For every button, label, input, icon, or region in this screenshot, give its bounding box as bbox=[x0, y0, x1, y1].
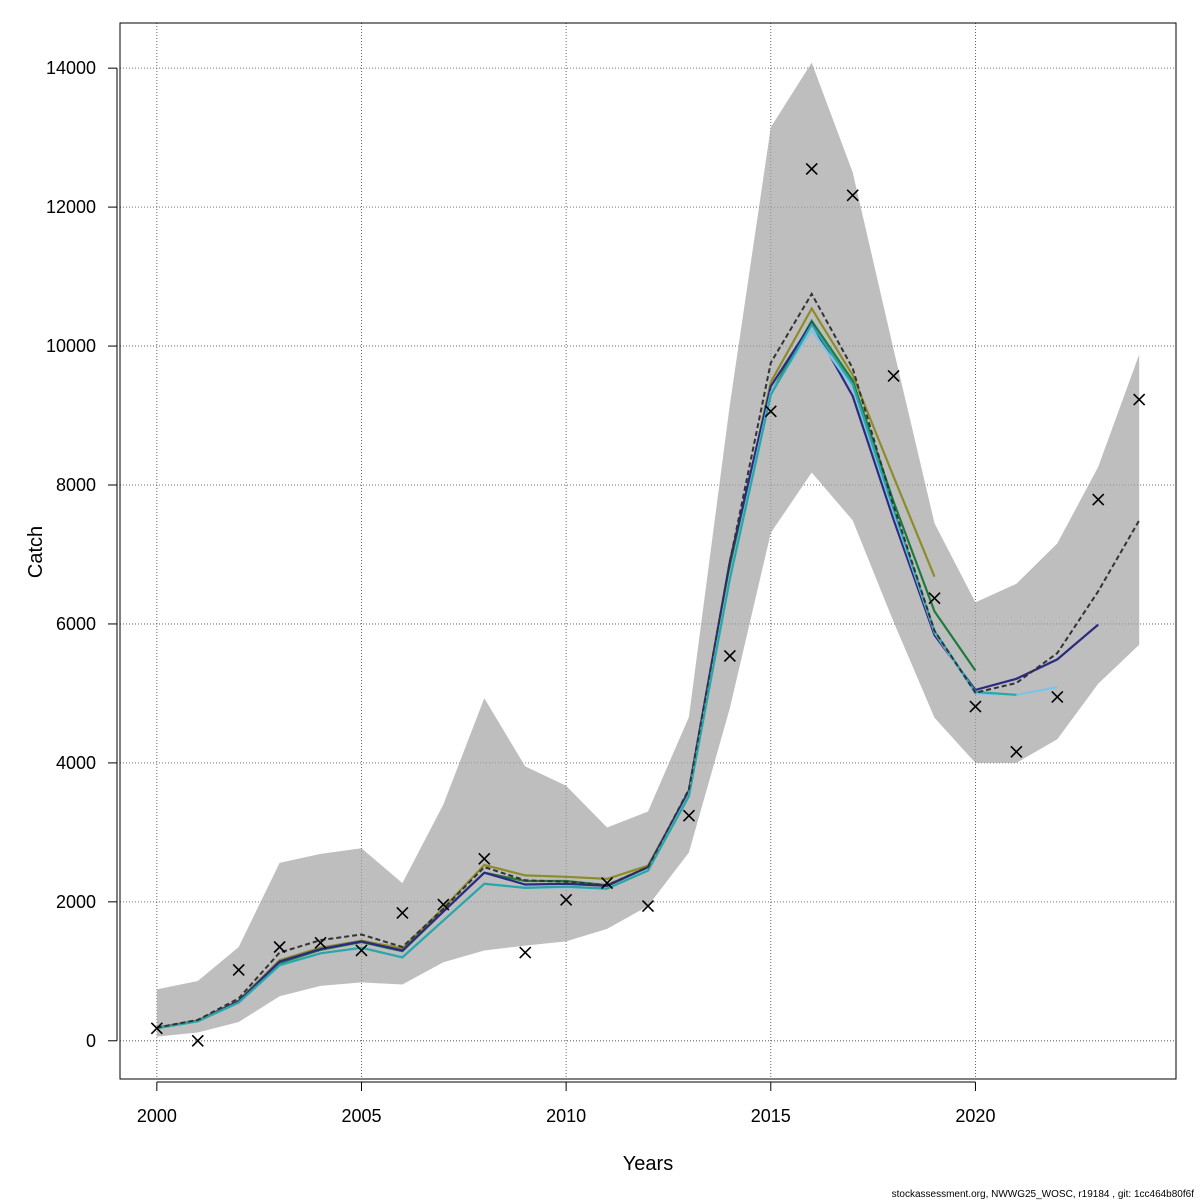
observed-point bbox=[641, 899, 655, 913]
observed-marker-stroke bbox=[560, 893, 573, 906]
observed-point bbox=[764, 405, 777, 418]
observed-marker-stroke bbox=[1133, 393, 1146, 406]
observed-marker-stroke bbox=[928, 592, 941, 605]
observed-marker-stroke bbox=[355, 944, 368, 957]
observed-marker-stroke bbox=[1092, 493, 1105, 506]
observed-marker-stroke bbox=[519, 946, 532, 959]
observed-point bbox=[232, 963, 245, 976]
y-tick-label: 2000 bbox=[56, 892, 96, 912]
observed-point bbox=[601, 877, 614, 890]
y-tick-label: 10000 bbox=[46, 336, 96, 356]
observed-marker-stroke bbox=[150, 1022, 163, 1035]
observed-marker-stroke bbox=[437, 898, 450, 911]
observed-point bbox=[969, 700, 982, 713]
observed-marker-stroke bbox=[232, 963, 245, 976]
observed-point bbox=[273, 940, 286, 954]
grid-lines-overlay bbox=[120, 23, 1176, 1079]
observed-point bbox=[560, 893, 573, 906]
confidence-band-layer bbox=[156, 62, 1140, 1037]
observed-point bbox=[723, 649, 736, 662]
observed-point bbox=[805, 162, 818, 175]
observed-marker-stroke bbox=[682, 809, 695, 822]
observed-marker-stroke bbox=[887, 369, 900, 382]
x-tick-label: 2000 bbox=[137, 1106, 177, 1126]
observed-point bbox=[682, 809, 695, 822]
observed-marker-stroke bbox=[641, 899, 655, 913]
y-tick-label: 12000 bbox=[46, 197, 96, 217]
observed-marker-stroke bbox=[273, 940, 286, 954]
observed-point bbox=[150, 1022, 163, 1035]
observed-point bbox=[355, 944, 368, 957]
x-axis-title: Years bbox=[623, 1153, 673, 1175]
observed-marker-stroke bbox=[723, 649, 736, 662]
observed-marker-stroke bbox=[805, 162, 818, 175]
observed-marker-stroke bbox=[601, 877, 614, 890]
observed-marker-stroke bbox=[969, 700, 982, 713]
plot-frame bbox=[119, 22, 1177, 1080]
observed-marker-stroke bbox=[1010, 745, 1023, 758]
observed-point bbox=[519, 946, 532, 959]
series-line-dashed bbox=[156, 291, 1141, 1029]
observed-point bbox=[846, 189, 859, 202]
observed-point bbox=[396, 906, 409, 920]
observed-point bbox=[928, 592, 941, 605]
observed-point bbox=[478, 852, 491, 865]
observed-marker-stroke bbox=[1051, 690, 1064, 703]
observed-point bbox=[1133, 393, 1146, 406]
series-line-1 bbox=[156, 306, 936, 1029]
axes: 2000 2005 2010 2015 2020 0 2000 4000 6000 8000 100… bbox=[46, 22, 1177, 1126]
observed-point bbox=[1092, 493, 1105, 506]
x-tick-label: 2010 bbox=[546, 1106, 586, 1126]
observed-point bbox=[1010, 745, 1023, 758]
y-tick-label: 8000 bbox=[56, 475, 96, 495]
series-lines bbox=[156, 291, 1141, 1030]
observed-point bbox=[437, 898, 450, 911]
x-tick-label: 2020 bbox=[955, 1106, 995, 1126]
observed-point bbox=[191, 1034, 204, 1047]
y-tick-label: 0 bbox=[86, 1031, 96, 1051]
y-axis-title: Catch bbox=[25, 526, 47, 578]
observed-points bbox=[150, 162, 1146, 1047]
observed-point bbox=[887, 369, 900, 382]
x-tick-label: 2015 bbox=[751, 1106, 791, 1126]
observed-point bbox=[1051, 690, 1064, 703]
observed-marker-stroke bbox=[314, 936, 327, 949]
footer-credit: stockassessment.org, NWWG25_WOSC, r19184… bbox=[892, 1189, 1195, 1200]
observed-marker-stroke bbox=[846, 189, 859, 202]
observed-marker-stroke bbox=[396, 906, 409, 920]
observed-marker-stroke bbox=[191, 1034, 204, 1047]
confidence-band bbox=[156, 62, 1140, 1037]
observed-point bbox=[314, 936, 327, 949]
y-tick-label: 4000 bbox=[56, 753, 96, 773]
series-line-5 bbox=[156, 322, 1017, 1030]
x-tick-label: 2005 bbox=[341, 1106, 381, 1126]
observed-marker-stroke bbox=[478, 852, 491, 865]
y-tick-label: 14000 bbox=[46, 58, 96, 78]
observed-marker-stroke bbox=[764, 405, 777, 418]
y-tick-label: 6000 bbox=[56, 614, 96, 634]
